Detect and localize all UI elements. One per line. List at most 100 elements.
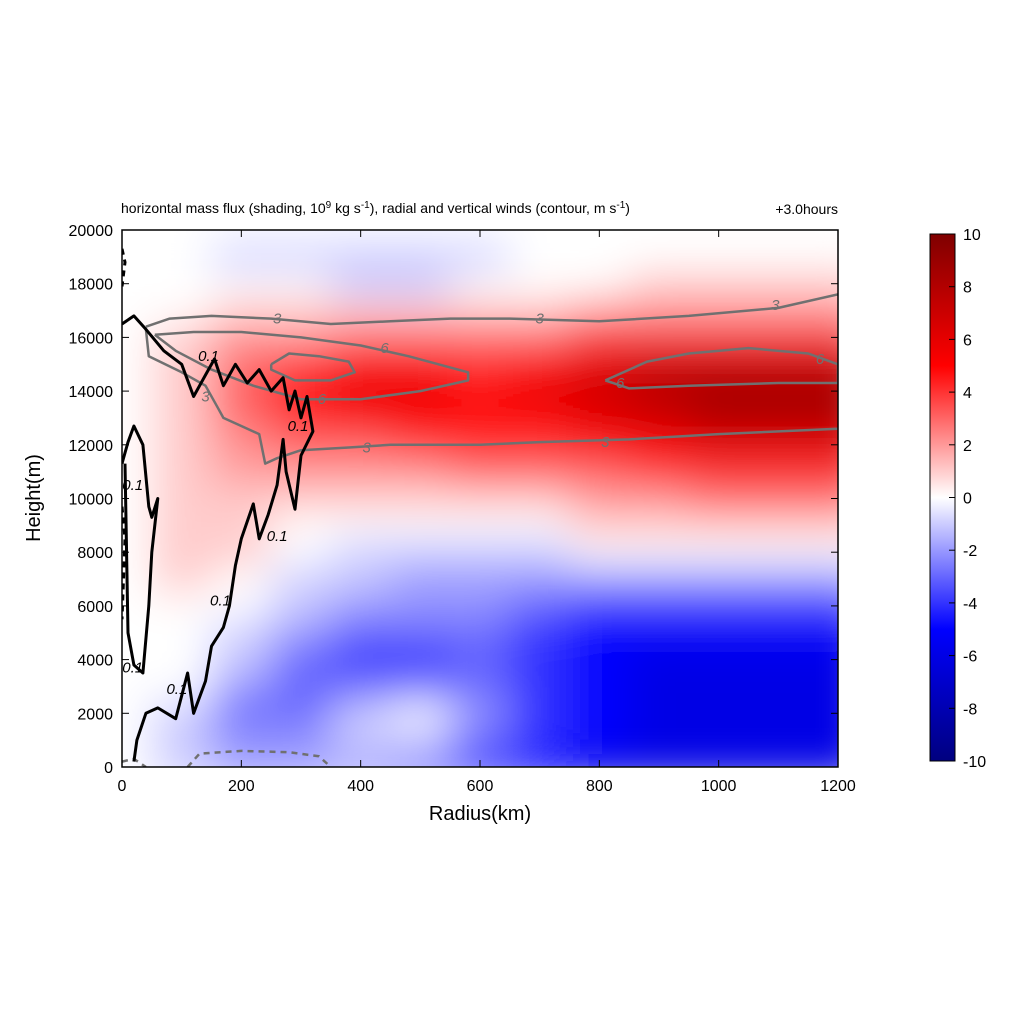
heat-cell (569, 565, 630, 593)
heat-cell (151, 485, 212, 513)
heat-cell (450, 485, 511, 513)
heat-cell (629, 646, 690, 674)
x-tick-label: 400 (347, 778, 374, 795)
y-tick-label: 6000 (77, 599, 113, 616)
heat-cell (629, 619, 690, 647)
contour-label: 0.1 (210, 593, 231, 610)
heat-cell (390, 753, 451, 767)
heat-cell (629, 270, 690, 298)
heat-cell (151, 458, 212, 486)
contour-line (269, 352, 356, 382)
chart-title-text: horizontal mass flux (shading, 109 kg s-… (121, 200, 630, 216)
heat-cell (808, 673, 838, 701)
heat-cell (330, 270, 391, 298)
heat-cell (509, 592, 570, 620)
heat-cell (629, 673, 690, 701)
heat-cell (688, 619, 749, 647)
heat-cell (450, 646, 511, 674)
heat-cell (450, 511, 511, 540)
heat-cell (808, 297, 838, 325)
heat-cell (509, 619, 570, 647)
heat-cell (151, 431, 212, 459)
contour-label: 0.1 (267, 528, 288, 545)
heat-cell (271, 377, 332, 406)
heat-cell (688, 270, 749, 298)
x-axis: 0 200 400 600 800 1000 1200 (118, 230, 856, 795)
heat-cell (569, 538, 630, 567)
heat-cell (122, 350, 153, 379)
heat-cell (569, 243, 630, 271)
heat-cell (151, 297, 212, 325)
heat-cell (569, 511, 630, 540)
x-tick-label: 1000 (701, 778, 737, 795)
y-tick-label: 18000 (69, 277, 114, 294)
heat-cell (151, 270, 212, 298)
heat-cell (748, 243, 809, 271)
heat-cell (688, 646, 749, 674)
heat-cell (808, 458, 838, 486)
heat-cell (569, 673, 630, 701)
heat-cell (509, 350, 570, 379)
heat-cell (211, 485, 272, 513)
heat-cell (122, 673, 153, 701)
heat-cell (748, 511, 809, 540)
y-tick-label: 20000 (69, 223, 114, 240)
heat-cell (688, 511, 749, 540)
heat-cell (509, 404, 570, 432)
heat-cell (151, 404, 212, 432)
heat-cell (450, 538, 511, 567)
contour-label: 0.1 (122, 660, 143, 677)
y-tick-label: 12000 (69, 438, 114, 455)
heat-cell (330, 565, 391, 593)
heat-cell (450, 726, 511, 755)
heat-cell (748, 538, 809, 567)
heat-cell (629, 565, 690, 593)
heat-cell (509, 431, 570, 459)
heat-cell (390, 538, 451, 567)
heat-cell (450, 592, 511, 620)
colorbar: 10 8 6 4 2 0 -2 -4 -6 -8 -10 (929, 227, 986, 771)
heat-cell (748, 270, 809, 298)
heat-cell (330, 377, 391, 406)
heat-cell (271, 673, 332, 701)
contour-label: 3 (362, 439, 371, 456)
contour-line (604, 346, 838, 390)
heat-cell (509, 646, 570, 674)
heat-cell (569, 485, 630, 513)
heat-cell (271, 619, 332, 647)
heat-cell (688, 565, 749, 593)
heat-cell (509, 270, 570, 298)
contour-label: 6 (318, 391, 327, 408)
heat-cell (151, 243, 212, 271)
heat-cell (211, 243, 272, 271)
heat-cell (271, 538, 332, 567)
heat-cell (211, 673, 272, 701)
heat-cell (748, 323, 809, 352)
heat-cell (748, 565, 809, 593)
heat-cell (629, 377, 690, 406)
heat-cell (748, 726, 809, 755)
x-tick-label: 200 (228, 778, 255, 795)
heat-cell (569, 270, 630, 298)
heat-cell (569, 458, 630, 486)
x-tick-label: 600 (467, 778, 494, 795)
contour-line (154, 330, 470, 401)
heat-cell (509, 458, 570, 486)
heat-cell (509, 511, 570, 540)
heat-cell (509, 565, 570, 593)
x-tick-label: 800 (586, 778, 613, 795)
contour-label: 0.1 (122, 477, 143, 494)
heat-cell (390, 619, 451, 647)
heat-cell (808, 726, 838, 755)
colorbar-tick-label: 0 (963, 491, 972, 508)
y-tick-label: 4000 (77, 653, 113, 670)
heat-cell (330, 538, 391, 567)
heat-cell (271, 699, 332, 728)
x-tick-label: 0 (118, 778, 127, 795)
heat-cell (450, 619, 511, 647)
colorbar-tick-label: -6 (963, 649, 977, 666)
heat-cell (569, 377, 630, 406)
heat-cell (330, 646, 391, 674)
heat-cell (450, 699, 511, 728)
heat-cell (688, 458, 749, 486)
